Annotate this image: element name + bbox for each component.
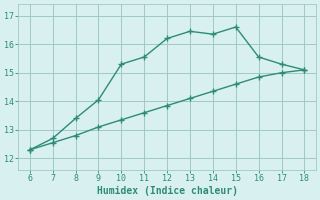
X-axis label: Humidex (Indice chaleur): Humidex (Indice chaleur): [97, 186, 237, 196]
